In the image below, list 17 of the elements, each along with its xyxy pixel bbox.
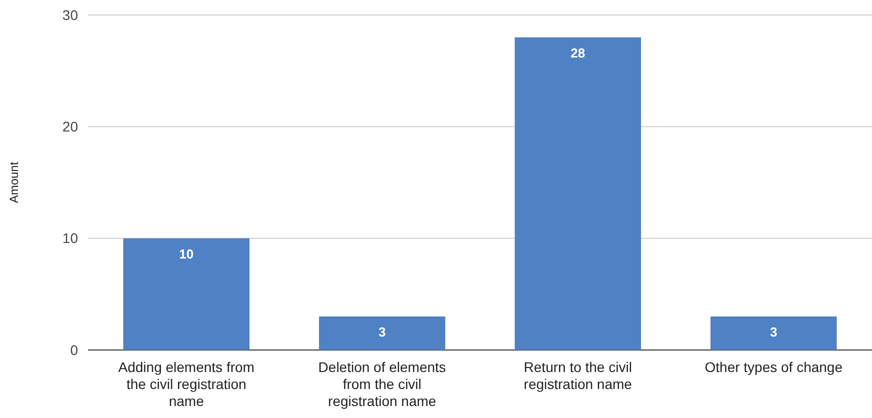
x-tick-label: Deletion of elements from the civil registration name bbox=[318, 359, 446, 409]
bar bbox=[710, 316, 837, 350]
x-tick-label: Return to the civil registration name bbox=[524, 359, 632, 392]
y-tick-label: 20 bbox=[62, 118, 78, 135]
y-axis-title: Amount bbox=[7, 161, 21, 204]
bar bbox=[514, 37, 642, 350]
data-label: 3 bbox=[770, 324, 778, 340]
x-tick-label: Adding elements from the civil registration name bbox=[118, 359, 254, 409]
bar bbox=[123, 238, 250, 350]
x-tick-label: Other types of change bbox=[704, 359, 843, 375]
y-tick-label: 10 bbox=[62, 230, 78, 246]
bar bbox=[318, 316, 446, 350]
y-tick-label: 30 bbox=[62, 6, 78, 23]
y-tick-label: 0 bbox=[70, 342, 78, 358]
data-label: 3 bbox=[378, 324, 386, 340]
data-label: 10 bbox=[179, 246, 194, 262]
data-label: 28 bbox=[570, 45, 586, 60]
